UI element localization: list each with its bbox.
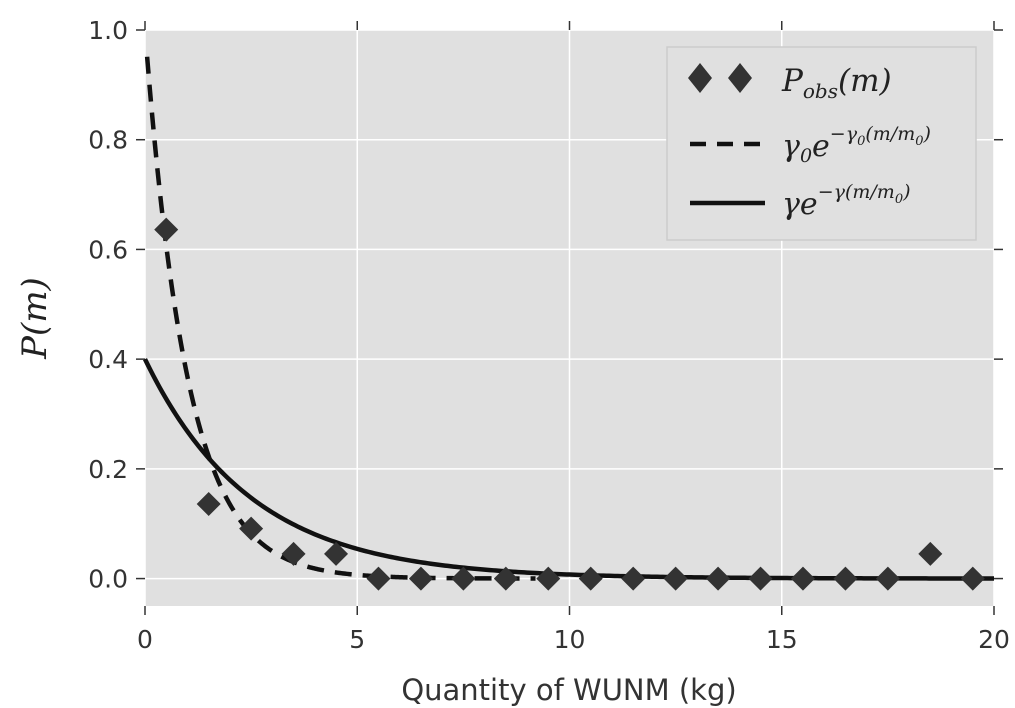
observed-point: [663, 566, 688, 591]
observed-point: [493, 566, 518, 591]
observed-point: [408, 566, 433, 591]
observed-point: [196, 491, 221, 516]
y-tick-label: 1.0: [88, 16, 128, 45]
legend-label-observed: Pobs(m): [781, 63, 892, 103]
observed-point: [239, 516, 264, 541]
y-axis-label: P(m): [15, 277, 55, 360]
y-tick-label: 0.0: [88, 565, 128, 594]
observed-point: [875, 566, 900, 591]
observed-point: [324, 541, 349, 566]
observed-point: [790, 566, 815, 591]
observed-point: [918, 541, 943, 566]
observed-point: [281, 541, 306, 566]
axis-ticks: [136, 21, 1003, 615]
observed-point: [960, 566, 985, 591]
x-tick-label: 0: [137, 625, 153, 654]
observed-point: [621, 566, 646, 591]
x-tick-label: 10: [554, 625, 586, 654]
x-tick-label: 5: [349, 625, 365, 654]
fit-curve-dashed: [144, 56, 536, 581]
legend-marker-diamond-1: [688, 63, 712, 93]
observed-point: [536, 566, 561, 591]
legend-marker-diamond-2: [728, 63, 752, 93]
observed-point: [833, 566, 858, 591]
x-tick-label: 20: [978, 625, 1010, 654]
observed-point: [748, 566, 773, 591]
observed-point: [366, 566, 391, 591]
y-tick-label: 0.8: [88, 126, 128, 155]
x-tick-label: 15: [766, 625, 798, 654]
tick-labels: 0 5 10 15 20 0.0 0.2 0.4 0.6 0.8 1.0: [88, 16, 1010, 654]
y-tick-label: 0.2: [88, 455, 128, 484]
y-tick-label: 0.6: [88, 235, 128, 264]
y-tick-label: 0.4: [88, 345, 128, 374]
x-axis-label: Quantity of WUNM (kg): [401, 673, 736, 707]
series-layer: [142, 56, 994, 591]
observed-point: [154, 217, 179, 242]
legend: Pobs(m) γ0e−γ0(m/m0) γe−γ(m/m0): [666, 46, 977, 241]
observed-point: [578, 566, 603, 591]
observed-point: [451, 566, 476, 591]
observed-point: [706, 566, 731, 591]
